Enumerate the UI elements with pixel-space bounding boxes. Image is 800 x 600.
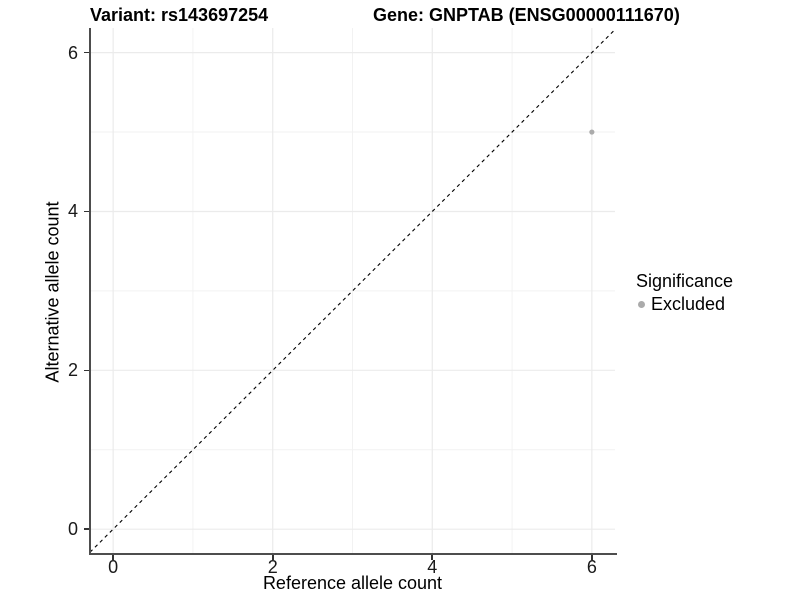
y-tick-mark [84, 210, 89, 213]
y-tick-label: 4 [67, 201, 78, 222]
x-tick-label: 6 [586, 557, 597, 577]
plot-title-variant: Variant: rs143697254 [90, 5, 269, 25]
y-axis-line [89, 28, 91, 555]
plot-panel [90, 28, 615, 553]
x-axis-line [89, 553, 617, 555]
data-point-excluded [589, 129, 595, 135]
identity-dashed-line [90, 29, 615, 553]
x-tick-label: 2 [267, 557, 278, 577]
y-tick-mark [84, 528, 89, 530]
plot-title-gene: Gene: GNPTAB (ENSG00000111670) [373, 5, 680, 25]
x-axis-title: Reference allele count [262, 573, 443, 593]
excluded-marker-icon [638, 301, 645, 308]
legend-item-label: Excluded [651, 294, 726, 314]
legend-title: Significance [636, 271, 734, 291]
y-tick-label: 6 [67, 42, 78, 63]
legend: Significance Excluded [630, 270, 733, 316]
x-tick-mark [271, 555, 274, 560]
y-tick-label: 2 [67, 360, 78, 381]
legend-item-excluded: Excluded [630, 293, 733, 316]
y-tick-label: 0 [67, 519, 78, 540]
y-tick-mark [84, 51, 89, 54]
y-tick-mark [84, 369, 89, 372]
x-tick-label: 0 [108, 557, 119, 577]
x-tick-mark [431, 555, 434, 560]
y-axis-title: Alternative allele count [42, 201, 63, 383]
x-tick-mark [591, 555, 593, 560]
x-tick-label: 4 [427, 557, 438, 577]
chart-canvas [90, 28, 615, 553]
x-tick-mark [112, 555, 114, 560]
